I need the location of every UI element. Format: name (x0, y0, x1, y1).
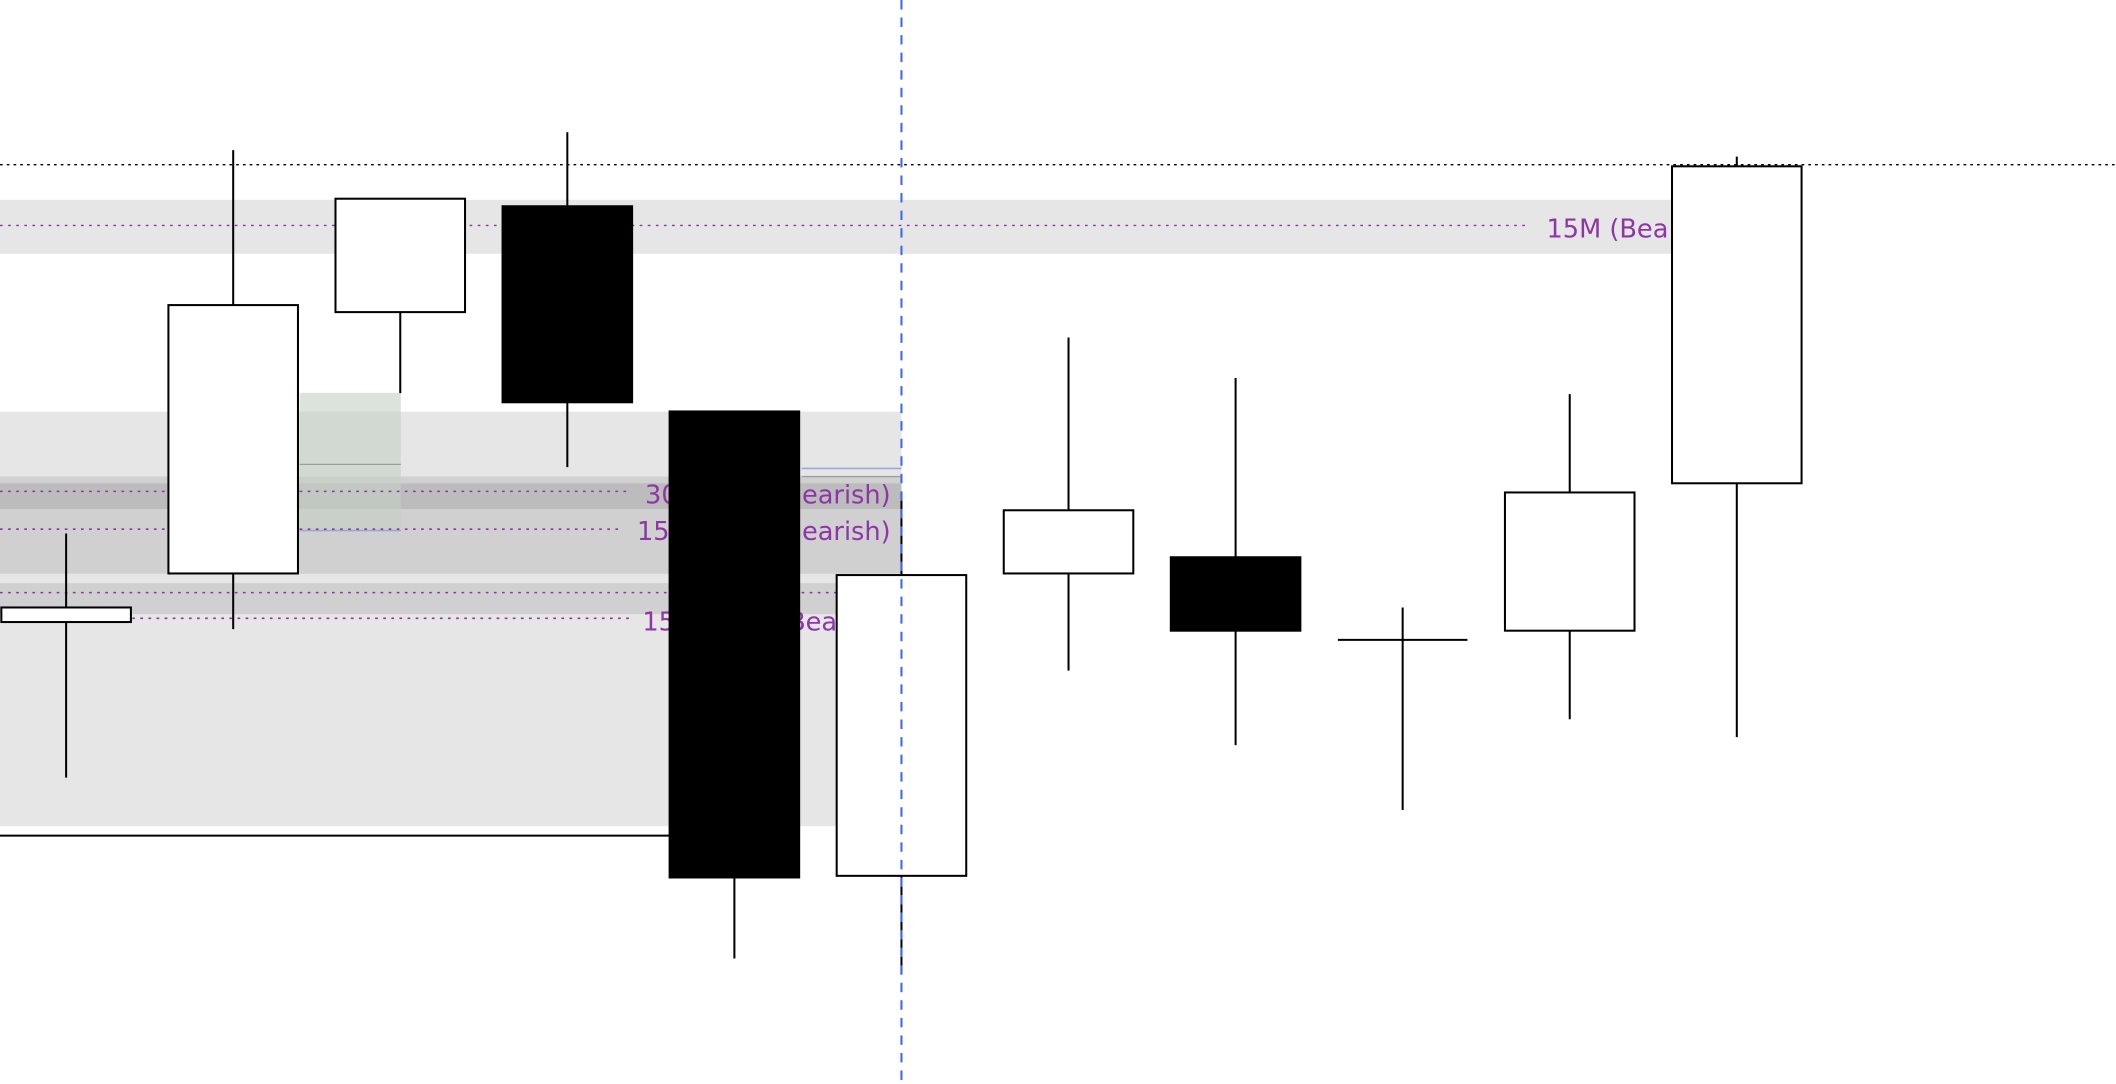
candle-8 (1169, 377, 1302, 746)
candle-3 (334, 197, 467, 394)
candle-2 (167, 150, 299, 630)
candle-body-bullish (334, 197, 467, 314)
candle-7 (1002, 337, 1135, 671)
candle-body-bullish (0, 606, 132, 624)
label-15m-part1: 15 (637, 517, 670, 547)
candle-body-bullish (1503, 491, 1636, 632)
candle-body-bullish (1671, 165, 1803, 485)
candle-1 (0, 533, 132, 778)
label-15m-bearish-top: 15M (Bea (1547, 215, 1669, 245)
zone-15m-bearish-top (0, 199, 1674, 254)
candle-9 (1337, 607, 1468, 810)
candle-body-bearish (1169, 556, 1302, 632)
candle-body-bullish (167, 304, 299, 575)
candle-11 (1671, 156, 1803, 738)
highlight-box (299, 392, 401, 531)
label-30m-part2: Bearish) (784, 481, 890, 511)
candle-body-bearish (668, 410, 801, 879)
candle-10 (1503, 394, 1636, 720)
candle-body-bearish (501, 205, 634, 404)
candle-5 (668, 410, 801, 959)
candles-layer (0, 132, 1803, 975)
candle-body-bullish (1002, 509, 1135, 575)
candle-4 (501, 132, 634, 468)
label-15m-part2: Bearish) (784, 517, 890, 547)
levels-layer: 15M (Bea 30 Bearish) 15 Bearish) 15 Bea (0, 164, 2116, 837)
